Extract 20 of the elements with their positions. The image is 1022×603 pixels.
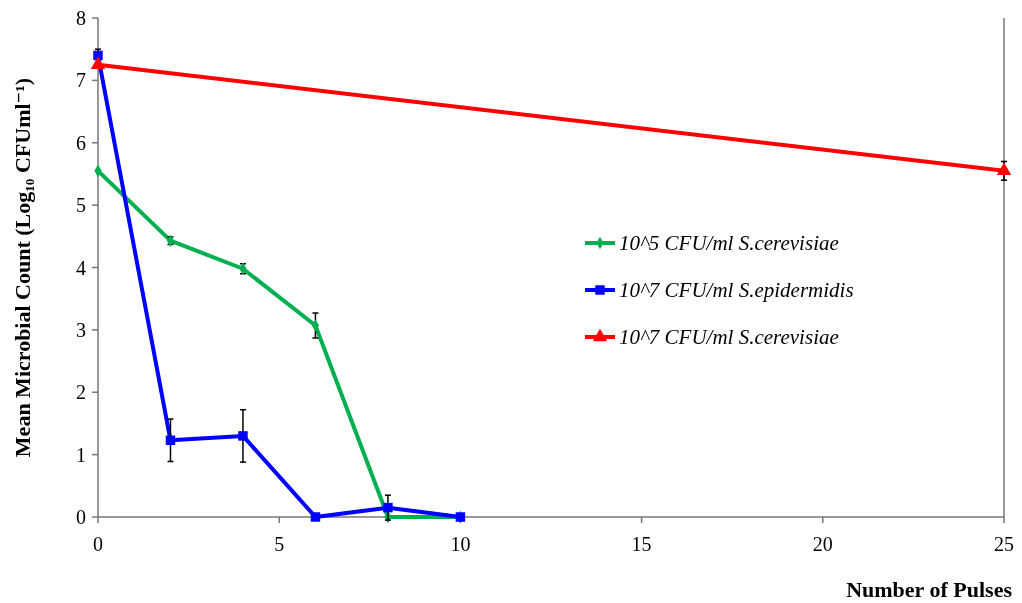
x-tick-label: 10 <box>450 533 471 555</box>
x-tick-label: 25 <box>994 533 1014 555</box>
y-tick-label: 6 <box>76 131 86 154</box>
y-tick-label: 4 <box>76 256 86 279</box>
y-axis-title: Mean Microbial Count (Log₁₀ CFUml⁻¹) <box>10 77 35 458</box>
legend-label: 10^7 CFU/ml S.cerevisiae <box>619 325 839 350</box>
y-tick-label: 7 <box>76 69 86 92</box>
legend-label: 10^5 CFU/ml S.cerevisiae <box>619 231 839 256</box>
x-tick-label: 15 <box>631 533 652 555</box>
y-tick-label: 5 <box>76 194 86 217</box>
x-axis-title: Number of Pulses <box>846 577 1013 602</box>
y-tick-label: 8 <box>76 7 86 29</box>
y-tick-label: 1 <box>76 443 86 466</box>
y-tick-label: 2 <box>76 381 86 404</box>
y-tick-label: 0 <box>76 506 86 528</box>
y-tick-label: 3 <box>76 318 86 341</box>
x-tick-label: 5 <box>274 533 285 555</box>
x-tick-label: 20 <box>812 533 833 555</box>
x-tick-label: 0 <box>93 533 103 555</box>
legend-label: 10^7 CFU/ml S.epidermidis <box>619 278 854 303</box>
